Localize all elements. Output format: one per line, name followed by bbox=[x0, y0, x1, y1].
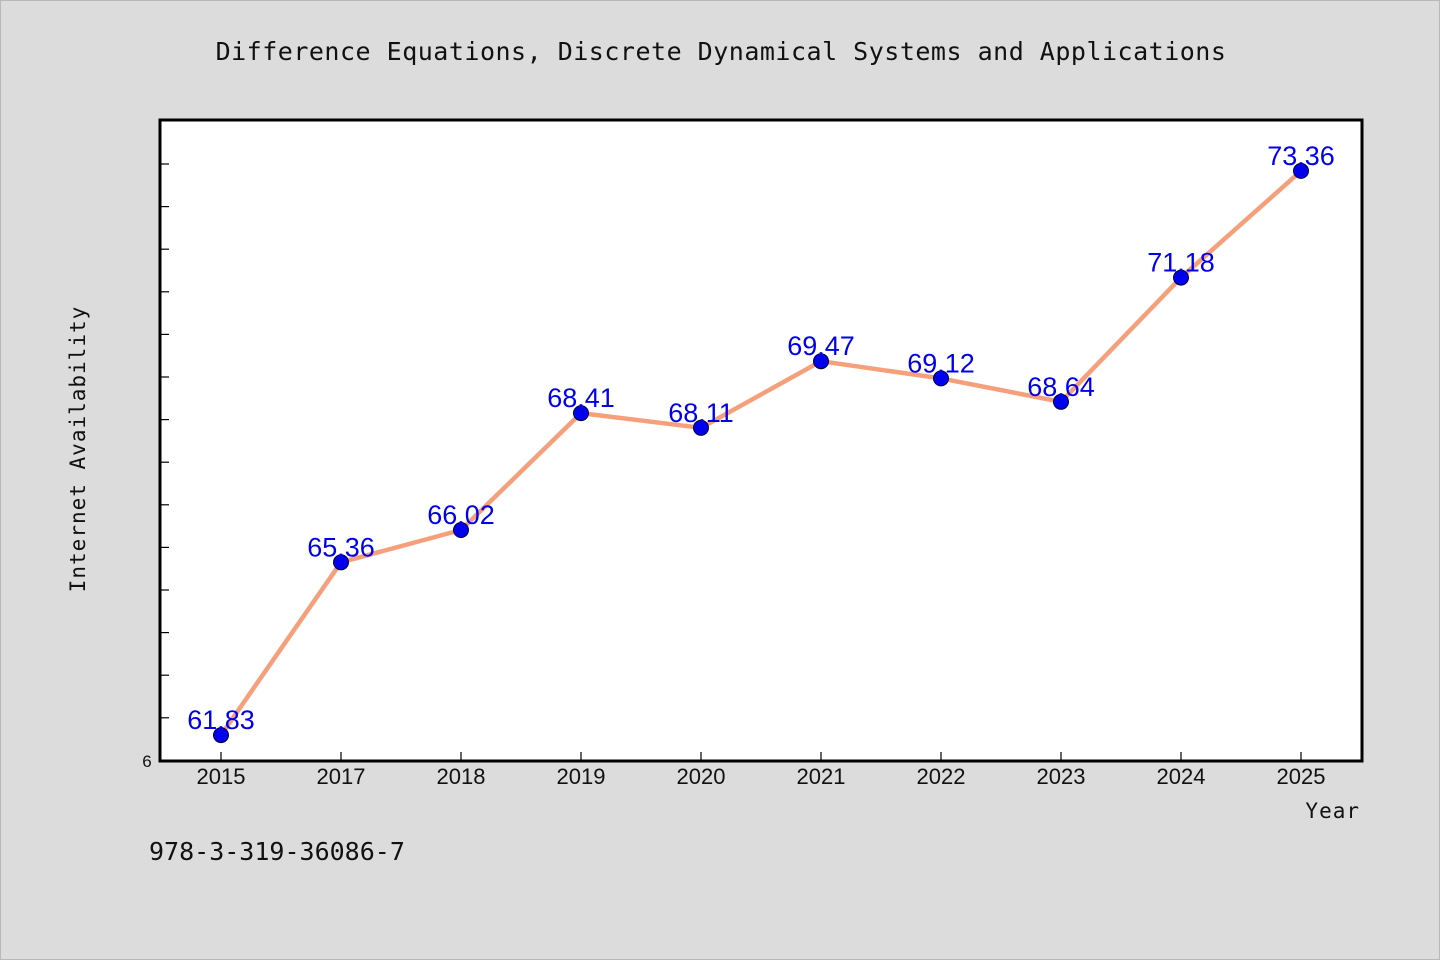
x-tick-label: 2020 bbox=[677, 764, 726, 789]
data-point bbox=[813, 353, 829, 370]
x-tick-label: 2015 bbox=[197, 764, 246, 789]
data-label: 73.36 bbox=[1267, 141, 1335, 171]
data-label: 69.47 bbox=[787, 331, 855, 361]
chart-title: Difference Equations, Discrete Dynamical… bbox=[215, 37, 1227, 66]
data-point bbox=[1293, 162, 1309, 179]
data-label: 68.11 bbox=[668, 398, 734, 428]
plot-area bbox=[158, 118, 1364, 763]
x-tick-label: 2023 bbox=[1037, 764, 1086, 789]
y-tick-label: 6 bbox=[142, 752, 151, 771]
data-markers bbox=[213, 162, 1309, 744]
isbn-text: 978-3-319-36086-7 bbox=[149, 837, 405, 866]
x-tick-label: 2024 bbox=[1157, 764, 1206, 789]
data-label: 66.02 bbox=[427, 500, 495, 530]
series-line bbox=[218, 168, 1304, 738]
data-point bbox=[453, 522, 469, 538]
x-tick-label: 2017 bbox=[317, 764, 366, 789]
y-axis-ticks bbox=[160, 163, 169, 719]
data-label: 69.12 bbox=[907, 348, 975, 378]
data-point bbox=[1053, 393, 1069, 410]
data-point bbox=[1173, 269, 1189, 286]
data-point bbox=[573, 405, 589, 422]
data-label: 65.36 bbox=[307, 532, 375, 562]
y-axis-label: Internet Availability bbox=[66, 306, 90, 593]
x-tick-label: 2018 bbox=[437, 764, 486, 789]
data-label: 68.64 bbox=[1027, 372, 1095, 402]
data-point bbox=[693, 419, 709, 436]
x-tick-label: 2022 bbox=[917, 764, 966, 789]
x-tick-label: 2021 bbox=[797, 764, 846, 789]
x-tick-label: 2019 bbox=[557, 764, 606, 789]
data-labels: 61.83 65.36 66.02 68.41 68.11 69.47 69.12 68.64… bbox=[187, 141, 1335, 735]
data-point bbox=[333, 554, 349, 571]
data-label: 68.41 bbox=[547, 383, 615, 413]
data-point bbox=[213, 727, 229, 744]
data-point bbox=[933, 370, 949, 387]
x-axis-label: Year bbox=[1305, 799, 1360, 823]
data-label: 61.83 bbox=[187, 705, 255, 735]
x-tick-label: 2025 bbox=[1277, 764, 1326, 789]
x-axis-ticks: 2015 2017 2018 2019 2020 2021 2022 2023 2024 2025 bbox=[197, 752, 1326, 789]
data-label: 71.18 bbox=[1147, 248, 1215, 278]
